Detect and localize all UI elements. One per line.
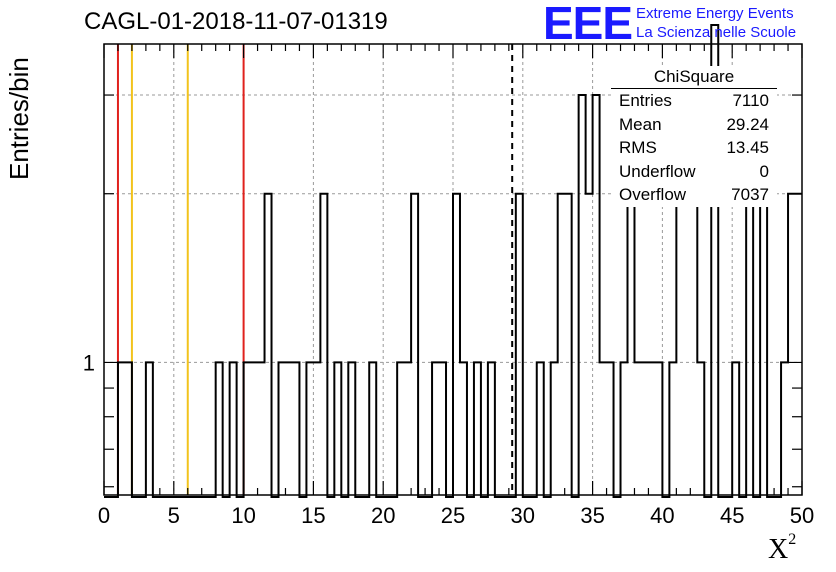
stats-value: 13.45 bbox=[726, 138, 769, 157]
stats-label: Underflow bbox=[619, 161, 696, 181]
chart-title: CAGL-01-2018-11-07-01319 bbox=[84, 8, 388, 35]
logo-caption: Extreme Energy Events La Scienza nelle S… bbox=[636, 4, 796, 42]
y-tick-label: 1 bbox=[83, 350, 95, 375]
stats-row-mean: Mean 29.24 bbox=[611, 113, 777, 137]
stats-value: 0 bbox=[759, 161, 769, 181]
stats-row-underflow: Underflow 0 bbox=[611, 160, 777, 184]
stats-label: Entries bbox=[619, 91, 672, 110]
x-tick-label: 15 bbox=[301, 503, 325, 528]
x-tick-label: 45 bbox=[720, 503, 744, 528]
y-tick-labels: 1 bbox=[83, 350, 95, 375]
x-tick-label: 30 bbox=[511, 503, 535, 528]
x-tick-label: 5 bbox=[168, 503, 180, 528]
x-axis-label-superscript: 2 bbox=[788, 530, 797, 548]
x-tick-label: 35 bbox=[580, 503, 604, 528]
y-axis-label: Entries/bin bbox=[4, 57, 34, 180]
x-axis-label-main: X bbox=[768, 534, 789, 565]
stats-row-entries: Entries 7110 bbox=[611, 89, 777, 113]
x-tick-labels: 0 5 10 15 20 25 30 35 40 45 50 bbox=[98, 503, 814, 528]
axis-ticks bbox=[103, 44, 803, 495]
x-axis-label: X2 bbox=[768, 530, 797, 566]
x-tick-label: 20 bbox=[371, 503, 395, 528]
stats-label: Mean bbox=[619, 114, 662, 134]
eee-logo: EEE bbox=[543, 0, 633, 49]
stats-value: 7037 bbox=[731, 185, 769, 204]
marker-lines bbox=[116, 44, 514, 495]
stats-label: Overflow bbox=[619, 185, 687, 204]
stats-value: 29.24 bbox=[726, 114, 769, 134]
stats-value: 7110 bbox=[732, 91, 769, 110]
stats-row-rms: RMS 13.45 bbox=[611, 136, 777, 160]
stats-row-overflow: Overflow 7037 bbox=[611, 183, 777, 207]
x-tick-label: 40 bbox=[650, 503, 674, 528]
x-tick-label: 25 bbox=[441, 503, 465, 528]
logo-line-2: La Scienza nelle Scuole bbox=[636, 24, 797, 41]
logo-line-1: Extreme Energy Events bbox=[636, 5, 794, 22]
x-tick-label: 0 bbox=[98, 503, 110, 528]
stats-label: RMS bbox=[619, 138, 657, 157]
stats-box: ChiSquare Entries 7110 Mean 29.24 RMS 13.45… bbox=[611, 66, 777, 207]
x-tick-label: 10 bbox=[231, 503, 255, 528]
stats-title: ChiSquare bbox=[611, 66, 777, 89]
x-tick-label: 50 bbox=[790, 503, 814, 528]
